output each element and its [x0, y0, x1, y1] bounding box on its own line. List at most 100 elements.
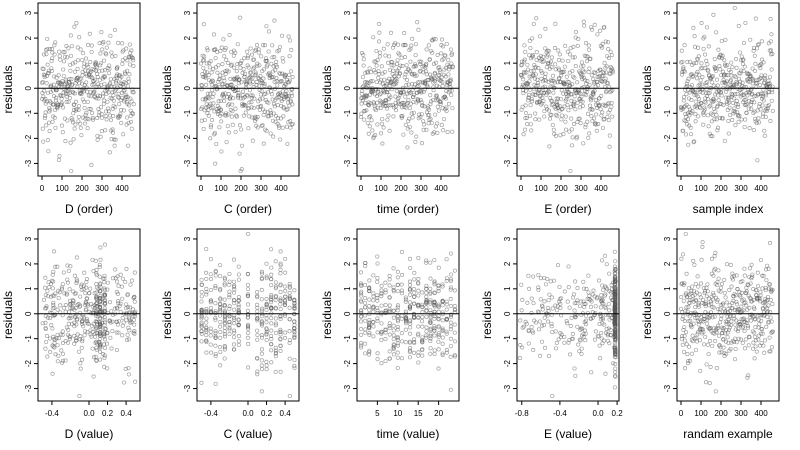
scatter-point	[97, 344, 103, 349]
scatter-point	[92, 77, 98, 82]
scatter-point	[262, 83, 267, 88]
scatter-point	[684, 92, 689, 97]
scatter-point	[120, 323, 125, 328]
scatter-point	[97, 41, 102, 46]
scatter-point	[47, 47, 53, 52]
scatter-point	[397, 71, 403, 76]
scatter-point	[444, 276, 449, 281]
scatter-point	[94, 304, 99, 309]
scatter-point	[711, 96, 716, 101]
scatter-point	[581, 286, 587, 291]
scatter-point	[395, 314, 400, 319]
scatter-point	[132, 299, 137, 304]
scatter-points	[518, 16, 615, 174]
scatter-point	[420, 103, 425, 108]
scatter-point	[598, 107, 603, 112]
scatter-point	[721, 326, 726, 331]
scatter-point	[213, 317, 218, 322]
scatter-point	[232, 328, 237, 333]
scatter-point	[264, 128, 269, 133]
scatter-point	[613, 343, 618, 348]
scatter-points	[40, 242, 138, 399]
scatter-point	[358, 326, 364, 332]
scatter-point	[85, 330, 90, 335]
scatter-point	[725, 63, 730, 68]
scatter-point	[412, 64, 417, 69]
scatter-point	[52, 115, 57, 120]
scatter-point	[708, 314, 713, 319]
scatter-point	[224, 113, 229, 118]
scatter-point	[106, 40, 111, 45]
scatter-point	[199, 322, 204, 327]
scatter-point	[269, 92, 275, 97]
scatter-point	[259, 367, 265, 372]
scatter-point	[539, 303, 544, 308]
scatter-points	[678, 5, 775, 163]
scatter-point	[748, 37, 753, 42]
scatter-point	[259, 347, 265, 352]
scatter-point	[222, 347, 227, 352]
scatter-point	[530, 52, 535, 58]
scatter-point	[764, 108, 770, 113]
scatter-point	[367, 297, 372, 302]
scatter-point	[687, 358, 693, 363]
scatter-point	[573, 315, 578, 320]
scatter-point	[88, 94, 93, 99]
scatter-point	[289, 91, 294, 96]
scatter-point	[744, 102, 749, 107]
scatter-point	[382, 70, 387, 75]
scatter-point	[440, 335, 445, 340]
scatter-point	[684, 342, 689, 347]
scatter-point	[448, 304, 453, 309]
scatter-point	[709, 74, 715, 80]
scatter-point	[600, 258, 605, 263]
scatter-point	[77, 81, 82, 86]
scatter-point	[44, 304, 49, 309]
scatter-point	[226, 130, 232, 135]
scatter-point	[770, 51, 775, 56]
scatter-point	[568, 168, 573, 174]
scatter-point	[69, 77, 74, 82]
scatter-point	[118, 301, 123, 306]
scatter-point	[573, 373, 578, 378]
x-tick-label: 300	[254, 184, 268, 193]
scatter-point	[762, 350, 767, 355]
scatter-point	[72, 333, 77, 338]
scatter-point	[416, 353, 421, 358]
scatter-point	[752, 53, 757, 58]
scatter-point	[579, 346, 584, 351]
scatter-point	[723, 295, 728, 300]
scatter-point	[446, 101, 452, 106]
scatter-point	[736, 336, 741, 341]
scatter-point	[273, 280, 278, 285]
scatter-point	[547, 144, 552, 149]
scatter-point	[69, 168, 74, 174]
scatter-point	[73, 122, 78, 127]
scatter-point	[234, 69, 239, 74]
scatter-point	[105, 280, 111, 285]
scatter-point	[290, 121, 295, 127]
scatter-point	[448, 278, 453, 284]
scatter-point	[694, 290, 699, 295]
scatter-point	[77, 88, 82, 93]
scatter-point	[257, 83, 262, 88]
scatter-point	[593, 70, 598, 76]
scatter-point	[600, 297, 605, 303]
scatter-point	[728, 77, 734, 82]
y-tick-label: 0	[183, 85, 192, 90]
scatter-point	[245, 55, 250, 61]
scatter-point	[750, 346, 756, 351]
scatter-point	[45, 288, 50, 294]
scatter-point	[745, 323, 750, 328]
scatter-point	[292, 357, 297, 363]
scatter-point	[721, 306, 727, 311]
scatter-point	[727, 113, 733, 118]
scatter-point	[401, 90, 407, 95]
scatter-point	[695, 45, 701, 50]
scatter-point	[566, 108, 571, 113]
scatter-point	[124, 318, 129, 323]
scatter-point	[275, 103, 280, 108]
scatter-point	[55, 359, 60, 364]
scatter-point	[380, 117, 385, 122]
scatter-point	[270, 43, 275, 48]
